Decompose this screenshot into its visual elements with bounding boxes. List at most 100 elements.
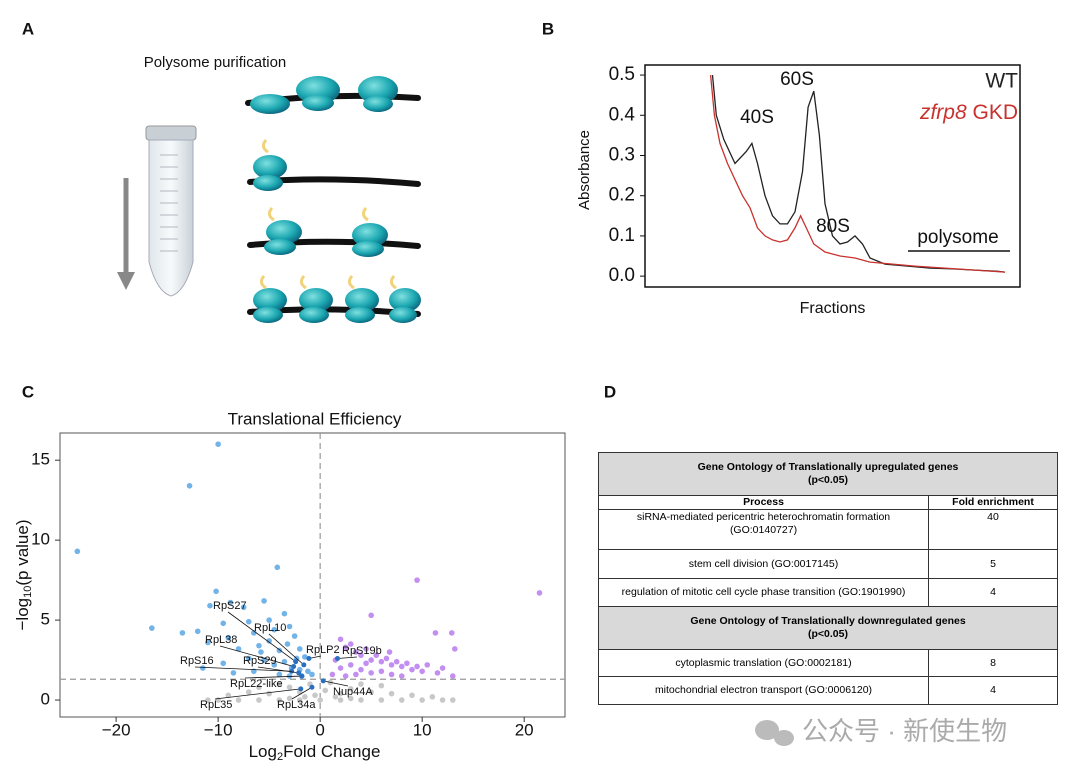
label-leader (323, 680, 349, 687)
gene-point (266, 690, 272, 697)
gene-label: RpS27 (213, 600, 247, 612)
gene-label: RpL34a (277, 699, 316, 711)
gene-point (358, 666, 364, 673)
label-leader (337, 656, 358, 659)
gene-point (429, 694, 436, 700)
table-row: cytoplasmic translation (GO:0002181) 8 (598, 649, 1058, 677)
gene-point (337, 636, 344, 643)
process-cell: mitochondrial electron transport (GO:000… (598, 676, 929, 705)
gene-point (281, 658, 288, 665)
gene-point (432, 630, 439, 636)
chart-title: Translational Efficiency (228, 409, 402, 428)
gene-point (266, 617, 272, 623)
y-axis-label: Absorbance (576, 130, 593, 210)
table-row: stem cell division (GO:0017145) 5 (598, 549, 1058, 579)
gene-point (194, 628, 201, 635)
absorbance-line (711, 75, 1006, 273)
gene-point (358, 681, 364, 687)
labeled-gene-point (320, 678, 326, 684)
gene-point (388, 662, 395, 668)
tube-diagram (117, 125, 197, 297)
label-leader (268, 633, 305, 666)
gene-point (409, 666, 415, 673)
gene-point (378, 697, 385, 703)
gene-point (363, 646, 369, 652)
gene-point (353, 671, 359, 678)
gene-point (452, 646, 458, 652)
gene-label: RpL38 (205, 634, 237, 646)
section-row: Gene Ontology of Translationally downreg… (598, 606, 1058, 650)
gene-label: RpL10 (254, 622, 286, 634)
gene-label: Nup44A (333, 686, 373, 698)
gene-point (271, 626, 278, 633)
label-leader (227, 611, 296, 662)
y-tick-label: 0 (41, 690, 50, 709)
gene-point (342, 673, 349, 679)
peak-annotation: 60S (780, 69, 814, 90)
gene-point (386, 649, 393, 655)
gene-point (205, 697, 211, 703)
gene-point (266, 638, 272, 644)
gene-point (235, 697, 242, 703)
column-header: Fold enrichment (928, 495, 1058, 510)
y-tick-label: 5 (41, 610, 50, 629)
gene-point (368, 689, 374, 695)
gene-point (322, 687, 329, 694)
gene-point (261, 598, 267, 604)
gene-point (225, 692, 232, 699)
fold-cell: 5 (928, 549, 1058, 579)
gene-point (200, 665, 206, 671)
section-header: Gene Ontology of Translationally downreg… (598, 606, 1058, 650)
gene-point (388, 690, 395, 697)
gene-point (276, 697, 283, 703)
label-leader (219, 645, 294, 667)
gene-point (368, 612, 374, 619)
go-table: Gene Ontology of Translationally upregul… (598, 452, 1058, 705)
gene-point (439, 697, 446, 703)
labeled-gene-point (306, 655, 312, 661)
gene-point (256, 684, 262, 691)
legend-entry: WT (985, 70, 1018, 93)
x-axis-label: Fractions (800, 300, 866, 317)
gene-label: RpL35 (200, 699, 232, 711)
labeled-gene-point (334, 655, 340, 661)
gene-point (378, 658, 385, 665)
gene-point (245, 618, 252, 625)
gene-point (388, 671, 395, 678)
gene-label: RpS19b (342, 645, 382, 657)
crescents (259, 139, 397, 290)
gene-point (215, 441, 221, 447)
section-title: Gene Ontology of Translationally upregul… (697, 461, 959, 473)
gene-point (271, 662, 278, 668)
gene-point (337, 697, 344, 703)
gene-point (434, 670, 441, 676)
labeled-gene-point (291, 663, 297, 669)
gene-point (373, 652, 380, 659)
panel-label: A (22, 19, 34, 38)
gene-point (398, 673, 405, 679)
gene-point (286, 684, 293, 691)
label-leader (194, 666, 292, 672)
gene-point (414, 663, 420, 670)
gene-point (363, 660, 369, 667)
gene-point (347, 686, 354, 692)
peak-annotation: polysome (917, 227, 998, 248)
gene-point (337, 665, 344, 671)
gene-point (358, 697, 364, 703)
y-axis-label: −log10(p value) (13, 519, 33, 630)
gene-point (439, 665, 446, 671)
section-row: Gene Ontology of Translationally upregul… (598, 452, 1058, 496)
x-axis-label: Log2Fold Change (249, 742, 381, 762)
table-row: mitochondrial electron transport (GO:000… (598, 676, 1058, 705)
section-subtitle: (p<0.05) (808, 474, 848, 486)
gene-point (251, 630, 257, 636)
legend-entry: zfrp8 GKD (919, 101, 1018, 124)
label-leader (244, 675, 302, 679)
fold-cell: 8 (928, 649, 1058, 677)
gene-point (398, 663, 405, 670)
y-tick-label: 15 (31, 450, 50, 469)
panel-label: C (22, 382, 34, 401)
gene-point (358, 652, 364, 659)
